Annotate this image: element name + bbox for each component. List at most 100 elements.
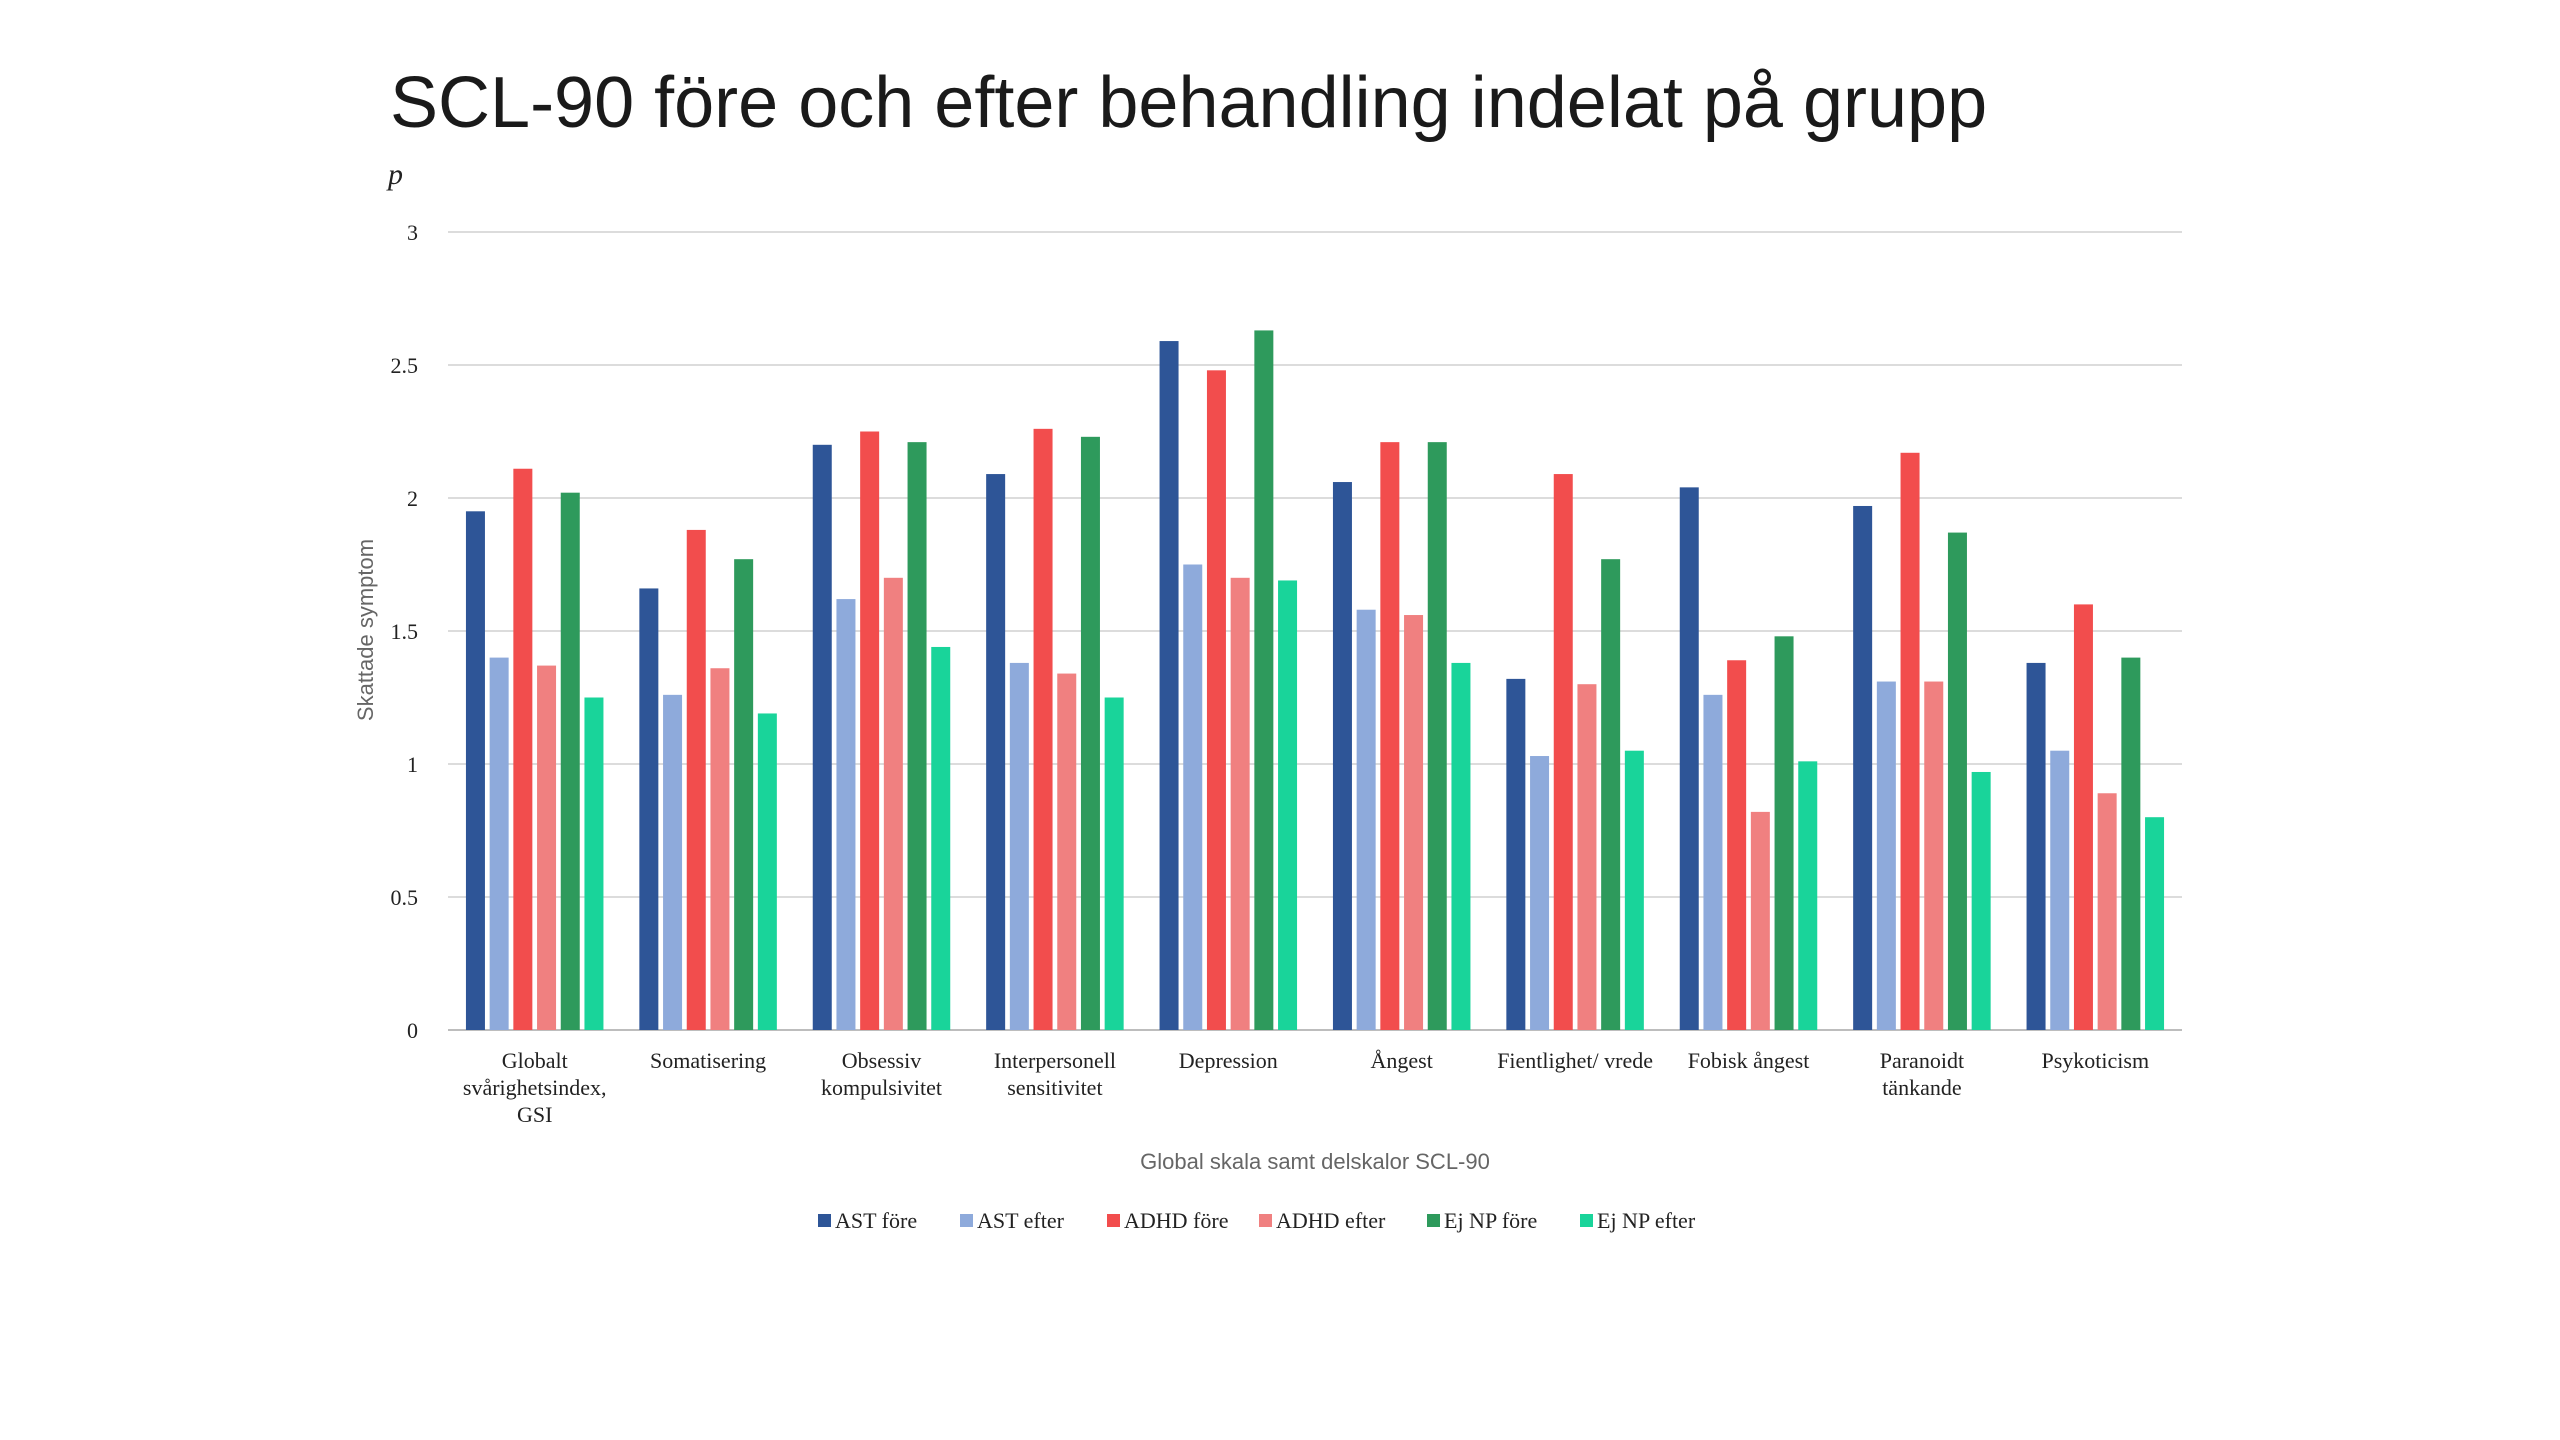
corner-p-label: p — [388, 158, 403, 191]
bar — [1750, 811, 1770, 1030]
y-tick-labels: 0 0.5 1 1.5 2 2.5 3 — [391, 220, 419, 1043]
x-axis-label: Global skala samt delskalor SCL-90 — [1140, 1149, 1490, 1174]
x-tick-label-line: svårighetsindex, — [463, 1075, 607, 1100]
y-tick-label: 1 — [407, 752, 418, 777]
bar — [836, 599, 856, 1030]
legend: AST före AST efter ADHD före ADHD efter Ej N… — [818, 1208, 1696, 1233]
y-tick-label: 0.5 — [391, 885, 419, 910]
bar — [1332, 482, 1352, 1030]
y-tick-label: 2 — [407, 486, 418, 511]
x-tick-label-line: Somatisering — [650, 1048, 766, 1073]
bar — [2026, 662, 2046, 1030]
bar — [1278, 580, 1298, 1030]
bar — [584, 697, 604, 1030]
x-tick-label: Somatisering — [650, 1048, 766, 1073]
legend-swatch — [818, 1214, 831, 1227]
bar — [1798, 761, 1818, 1030]
bar — [1183, 564, 1203, 1030]
bar — [2121, 657, 2141, 1030]
bar — [560, 492, 580, 1030]
bar — [1057, 673, 1077, 1030]
bar — [1451, 662, 1471, 1030]
x-tick-label-line: Ångest — [1371, 1048, 1433, 1073]
x-tick-label: Depression — [1179, 1048, 1278, 1073]
bar — [1530, 756, 1550, 1030]
x-tick-label: Obsessiv kompulsivitet — [821, 1048, 942, 1100]
x-tick-label-line: GSI — [517, 1102, 552, 1127]
legend-swatch — [1259, 1214, 1272, 1227]
bar — [1924, 681, 1944, 1030]
bar — [489, 657, 509, 1030]
bar — [1506, 678, 1526, 1030]
bar — [1853, 505, 1873, 1031]
bars — [465, 330, 2165, 1031]
legend-label: Ej NP före — [1444, 1208, 1537, 1233]
x-tick-label: Psykoticism — [2042, 1048, 2150, 1073]
x-tick-label-line: Fientlighet/ vrede — [1497, 1048, 1653, 1073]
legend-label: ADHD före — [1124, 1208, 1228, 1233]
bar — [1404, 615, 1424, 1030]
bar — [1380, 442, 1400, 1030]
y-tick-label: 3 — [407, 220, 418, 245]
x-tick-labels: Globalt svårighetsindex, GSI Somatisering Ob… — [463, 1048, 2149, 1127]
legend-label: ADHD efter — [1276, 1208, 1386, 1233]
x-tick-label-line: Depression — [1179, 1048, 1278, 1073]
bar — [513, 468, 533, 1030]
bar — [1971, 771, 1991, 1030]
bar — [686, 529, 706, 1030]
bar — [1159, 341, 1179, 1030]
bar — [537, 665, 557, 1030]
legend-label: AST efter — [977, 1208, 1065, 1233]
bar — [1577, 684, 1597, 1030]
bar — [931, 646, 951, 1030]
y-tick-label: 2.5 — [391, 353, 419, 378]
bar — [1774, 636, 1794, 1030]
bar — [1703, 694, 1723, 1030]
bar — [2073, 604, 2093, 1030]
bar — [860, 431, 880, 1030]
y-tick-label: 1.5 — [391, 619, 419, 644]
bar — [2145, 817, 2165, 1030]
x-tick-label-line: Fobisk ångest — [1688, 1048, 1810, 1073]
x-tick-label-line: tänkande — [1882, 1075, 1961, 1100]
bar — [1104, 697, 1124, 1030]
bar — [1427, 442, 1447, 1030]
bar — [1033, 428, 1053, 1031]
legend-swatch — [1580, 1214, 1593, 1227]
x-tick-label-line: Obsessiv — [842, 1048, 921, 1073]
bar — [1080, 436, 1100, 1030]
bar — [986, 474, 1006, 1030]
x-tick-label: Paranoidt tänkande — [1880, 1048, 1964, 1100]
x-tick-label-line: kompulsivitet — [821, 1075, 942, 1100]
x-tick-label: Globalt svårighetsindex, GSI — [463, 1048, 607, 1127]
bar — [883, 577, 903, 1030]
bar — [1553, 474, 1573, 1030]
x-tick-label: Ångest — [1371, 1048, 1433, 1073]
bar — [1876, 681, 1896, 1030]
bar — [734, 559, 754, 1030]
bar — [757, 713, 777, 1030]
bar — [1900, 452, 1920, 1030]
y-axis-label: Skattade symptom — [353, 539, 378, 721]
x-tick-label-line: sensitivitet — [1007, 1075, 1102, 1100]
bar — [1679, 487, 1699, 1030]
x-tick-label: Fobisk ångest — [1688, 1048, 1810, 1073]
y-tick-label: 0 — [407, 1018, 418, 1043]
x-tick-label-line: Psykoticism — [2042, 1048, 2150, 1073]
bar — [1230, 577, 1250, 1030]
bar — [1947, 532, 1967, 1030]
x-tick-label-line: Globalt — [502, 1048, 568, 1073]
legend-label: Ej NP efter — [1597, 1208, 1696, 1233]
x-tick-label-line: Paranoidt — [1880, 1048, 1964, 1073]
bar — [1009, 662, 1029, 1030]
bar — [2097, 793, 2117, 1030]
bar — [663, 694, 683, 1030]
gridlines — [448, 231, 2182, 1031]
slide-title: SCL-90 före och efter behandling indelat… — [390, 63, 1988, 143]
x-tick-label: Fientlighet/ vrede — [1497, 1048, 1653, 1073]
bar — [812, 444, 832, 1030]
x-tick-label-line: Interpersonell — [994, 1048, 1116, 1073]
legend-swatch — [1107, 1214, 1120, 1227]
bar — [1206, 370, 1226, 1030]
legend-label: AST före — [835, 1208, 917, 1233]
